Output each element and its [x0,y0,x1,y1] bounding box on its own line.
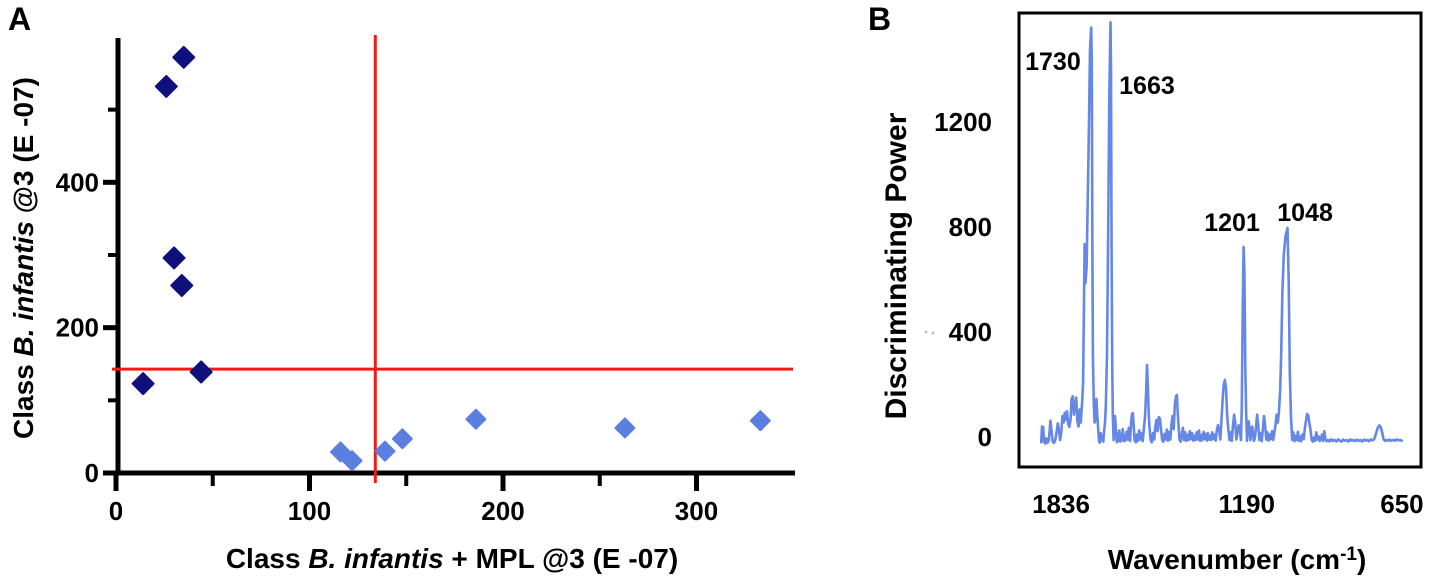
x-tick-label: 1190 [1219,489,1275,519]
x-tick-label: 300 [675,496,718,526]
x-tick-label: 0 [109,496,123,526]
panel-a-x-axis-label: Class B. infantis + MPL @3 (E -07) [152,543,752,575]
scatter-plot [103,35,795,491]
y-tick-label: 200 [56,313,99,343]
panel-b-y-axis-label: Discriminating Power [876,56,918,476]
x-tick-label: 1836 [1032,489,1090,519]
x-tick-label: 200 [481,496,524,526]
scatter-point-dark [162,246,186,270]
y-tick-label: 1200 [934,107,992,137]
scatter-point-light [465,408,487,430]
y-tick-label: 800 [949,212,992,242]
scatter-point-light [749,410,771,432]
scatter-point-light [391,428,413,450]
x-label-a-part1: Class [225,543,309,574]
peak-label: 1201 [1204,209,1260,237]
x-label-a-species: B. infantis [308,543,444,574]
x-tick-label: 650 [1380,489,1423,519]
x-label-b-exponent: -1 [1340,544,1357,565]
y-label-a-part1: Class [8,356,39,439]
y-label-a-species: B. infantis [8,221,39,357]
scatter-point-dark [189,360,213,384]
peak-label: 1048 [1277,199,1333,227]
scatter-point-light [374,440,396,462]
y-label-b-text: Discriminating Power [880,112,913,420]
y-tick-label: 0 [85,458,99,488]
smudge-artifact [924,330,928,334]
panel-b-x-axis-label: Wavenumber (cm-1) [987,544,1430,576]
panel-b-title: B [868,1,892,37]
y-tick-label: 0 [978,422,992,452]
x-label-b-part1: Wavenumber (cm [1107,544,1341,575]
x-label-b-part3: ) [1356,544,1367,575]
peak-label: 1663 [1119,72,1175,100]
scatter-point-dark [170,274,194,298]
plot-frame [1017,11,1423,469]
y-label-a-part3: @3 (E -07) [8,77,39,222]
y-tick-label: 400 [949,317,992,347]
panel-a-title: A [8,1,32,37]
smudge-artifact [931,331,935,335]
scatter-point-light [329,441,351,463]
scatter-point-dark [131,372,155,396]
spectrum-plot [924,11,1423,469]
scatter-point-light [341,450,363,472]
scatter-point-dark [154,74,178,98]
scatter-point-light [614,417,636,439]
y-tick-label: 400 [56,167,99,197]
spectrum-trace [1039,20,1403,445]
scatter-point-dark [172,45,196,69]
peak-label: 1730 [1025,48,1081,76]
x-tick-label: 100 [288,496,331,526]
panel-a-y-axis-label: Class B. infantis @3 (E -07) [3,0,45,518]
x-label-a-part3: + MPL @3 (E -07) [443,543,679,574]
